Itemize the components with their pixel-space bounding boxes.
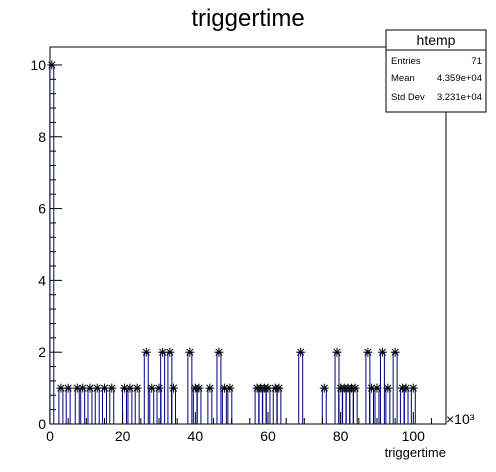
y-tick-label: 10 [30, 57, 46, 73]
stats-mean-label: Mean [391, 73, 415, 84]
histogram-bar [109, 387, 115, 424]
data-point-marker [194, 383, 204, 393]
y-tick-label: 4 [38, 272, 46, 288]
histogram-bar [58, 387, 64, 424]
x-tick-label: 20 [115, 428, 131, 444]
y-tick-label: 2 [38, 344, 46, 360]
data-point-marker [383, 383, 393, 393]
histogram-bar [80, 387, 86, 424]
data-point-marker [63, 383, 73, 393]
histogram-bar [127, 387, 133, 424]
x-tick-label: 100 [402, 428, 426, 444]
stats-box: htemp Entries 71 Mean 4.359e+04 Std Dev … [385, 29, 487, 113]
stats-entries-label: Entries [391, 56, 421, 67]
x-axis-multiplier: ×10³ [446, 411, 475, 427]
histogram-bar [221, 387, 227, 424]
data-point-marker [214, 347, 224, 357]
y-tick-label: 6 [38, 201, 46, 217]
histogram-bar [207, 387, 213, 424]
data-point-marker [332, 347, 342, 357]
data-point-marker [390, 347, 400, 357]
data-point-marker [367, 383, 377, 393]
data-point-marker [319, 383, 329, 393]
stats-entries-value: 71 [471, 56, 482, 67]
x-tick-label: 40 [188, 428, 204, 444]
histogram-bar [87, 387, 93, 424]
data-point-marker [165, 347, 175, 357]
x-tick-label: 0 [46, 428, 54, 444]
x-tick-label: 80 [333, 428, 349, 444]
markers-layer [47, 60, 418, 393]
chart-title: triggertime [191, 5, 304, 32]
stats-mean-value: 4.359e+04 [437, 73, 482, 84]
data-point-marker [350, 383, 360, 393]
y-tick-label: 0 [38, 416, 46, 432]
data-point-marker [132, 383, 142, 393]
data-point-marker [263, 383, 273, 393]
data-point-marker [185, 347, 195, 357]
bars-layer [49, 64, 416, 424]
data-point-marker [169, 383, 179, 393]
data-point-marker [372, 383, 382, 393]
data-point-marker [141, 347, 151, 357]
data-point-marker [205, 383, 215, 393]
stats-stddev-value: 3.231e+04 [437, 92, 482, 103]
data-point-marker [408, 383, 418, 393]
data-point-marker [296, 347, 306, 357]
histogram-bar [134, 387, 140, 424]
data-point-marker [363, 347, 373, 357]
y-tick-label: 8 [38, 129, 46, 145]
histogram-bar [298, 351, 304, 424]
histogram-bar [149, 387, 155, 424]
data-point-marker [125, 383, 135, 393]
stats-box-title: htemp [417, 32, 456, 48]
histogram-bar [392, 351, 398, 424]
histogram-bar [74, 387, 80, 424]
stats-stddev-label: Std Dev [391, 92, 425, 103]
x-axis: 0 20 40 60 80 100 [46, 412, 432, 444]
data-point-marker [225, 383, 235, 393]
x-axis-title: triggertime [385, 445, 446, 460]
y-axis: 0 2 4 6 8 10 [30, 57, 62, 432]
data-point-marker [154, 383, 164, 393]
histogram-bar [385, 387, 391, 424]
data-point-marker [377, 347, 387, 357]
stats-box-frame [385, 29, 487, 113]
histogram-bar [94, 387, 100, 424]
x-tick-label: 60 [260, 428, 276, 444]
data-point-marker [274, 383, 284, 393]
data-point-marker [107, 383, 117, 393]
